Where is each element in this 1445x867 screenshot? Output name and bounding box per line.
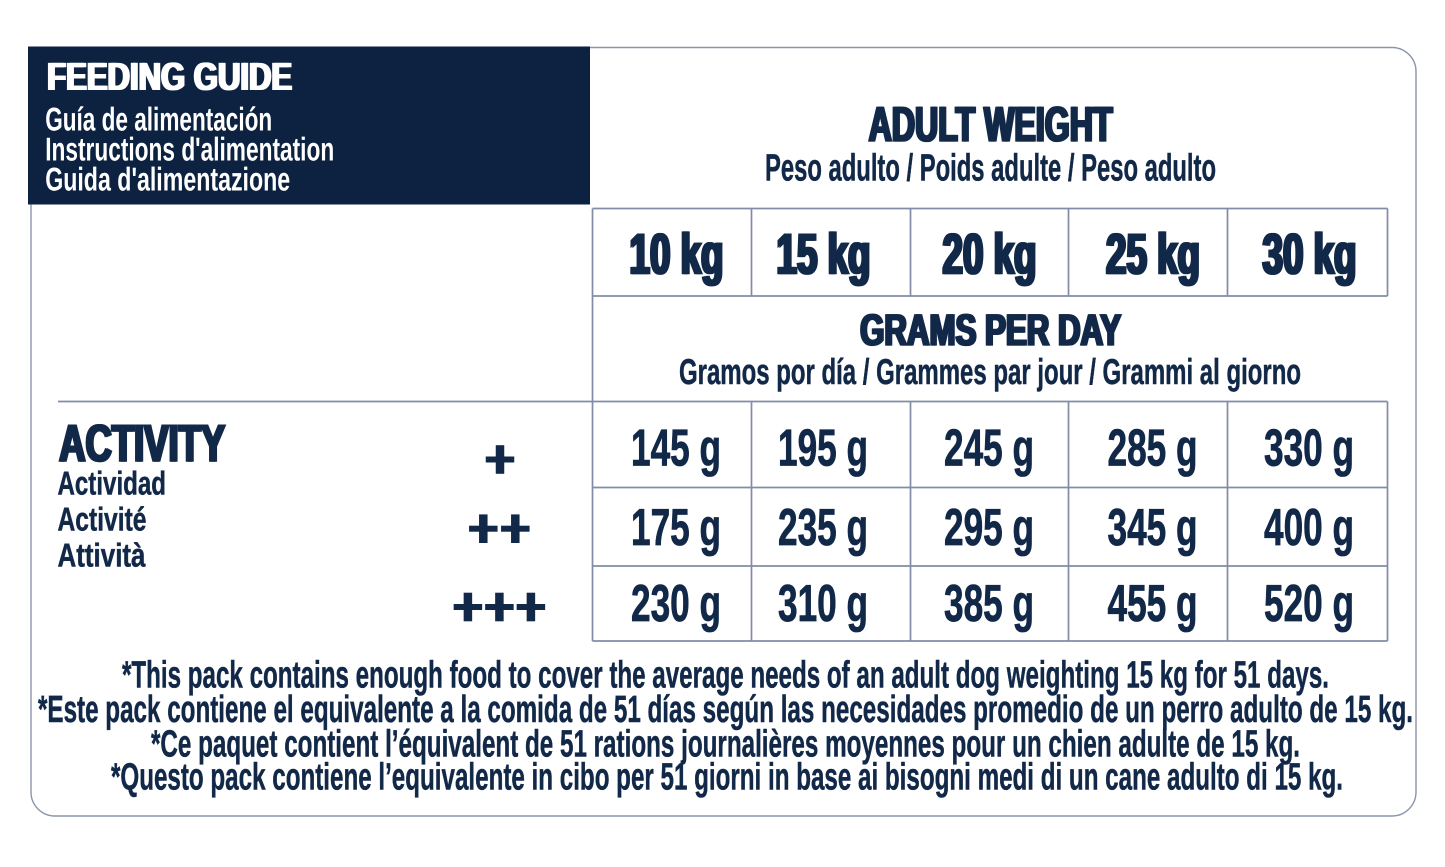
svg-text:230 g: 230 g bbox=[631, 575, 721, 633]
svg-text:285 g: 285 g bbox=[1108, 420, 1198, 478]
svg-text:195 g: 195 g bbox=[778, 420, 868, 478]
svg-text:Guía de alimentación: Guía de alimentación bbox=[45, 101, 272, 138]
svg-text:10 kg: 10 kg bbox=[629, 223, 723, 287]
svg-text:ADULT WEIGHT: ADULT WEIGHT bbox=[868, 98, 1112, 152]
svg-text:*Ce paquet contient l’équivale: *Ce paquet contient l’équivalent de 51 r… bbox=[151, 724, 1300, 766]
svg-text:30 kg: 30 kg bbox=[1262, 223, 1356, 287]
svg-text:20 kg: 20 kg bbox=[944, 223, 1038, 287]
svg-text:295 g: 295 g bbox=[944, 499, 1034, 557]
svg-text:385 g: 385 g bbox=[944, 575, 1034, 633]
svg-text:145 g: 145 g bbox=[631, 420, 721, 478]
svg-text:*Questo pack contiene l’equiva: *Questo pack contiene l’equivalente in c… bbox=[111, 757, 1343, 799]
svg-text:FEEDING GUIDE: FEEDING GUIDE bbox=[48, 55, 293, 99]
svg-text:Activité: Activité bbox=[58, 501, 147, 538]
svg-text:15 kg: 15 kg bbox=[778, 223, 872, 287]
svg-text:30 kg: 30 kg bbox=[1264, 223, 1358, 287]
svg-text:10 kg: 10 kg bbox=[631, 223, 725, 287]
svg-text:345 g: 345 g bbox=[1108, 499, 1198, 557]
svg-text:ACTIVITY: ACTIVITY bbox=[58, 415, 224, 473]
svg-text:25 kg: 25 kg bbox=[1105, 223, 1199, 287]
svg-text:25 kg: 25 kg bbox=[1107, 223, 1201, 287]
svg-text:455 g: 455 g bbox=[1108, 575, 1198, 633]
svg-text:400 g: 400 g bbox=[1264, 499, 1354, 557]
svg-text:ACTIVITY: ACTIVITY bbox=[60, 415, 226, 473]
svg-text:GRAMS PER DAY: GRAMS PER DAY bbox=[859, 306, 1120, 355]
svg-text:*This pack contains enough foo: *This pack contains enough food to cover… bbox=[122, 655, 1329, 697]
svg-text:ADULT WEIGHT: ADULT WEIGHT bbox=[870, 98, 1114, 152]
svg-text:20 kg: 20 kg bbox=[942, 223, 1036, 287]
svg-text:235 g: 235 g bbox=[778, 499, 868, 557]
svg-text:330 g: 330 g bbox=[1264, 420, 1354, 478]
svg-text:FEEDING GUIDE: FEEDING GUIDE bbox=[46, 55, 291, 99]
svg-text:Peso adulto / Poids adulte / P: Peso adulto / Poids adulte / Peso adulto bbox=[765, 148, 1216, 190]
svg-text:175 g: 175 g bbox=[631, 499, 721, 557]
svg-text:15 kg: 15 kg bbox=[776, 223, 870, 287]
svg-text:Gramos por día / Grammes par j: Gramos por día / Grammes par jour / Gram… bbox=[679, 351, 1301, 392]
svg-text:Guida d'alimentazione: Guida d'alimentazione bbox=[45, 160, 290, 197]
svg-text:Attività: Attività bbox=[58, 537, 147, 574]
svg-text:Actividad: Actividad bbox=[58, 465, 167, 502]
svg-text:*Este pack contiene el equival: *Este pack contiene el equivalente a la … bbox=[38, 689, 1413, 731]
svg-text:520 g: 520 g bbox=[1264, 575, 1354, 633]
svg-text:245 g: 245 g bbox=[944, 420, 1034, 478]
svg-text:310 g: 310 g bbox=[778, 575, 868, 633]
svg-text:Instructions d'alimentation: Instructions d'alimentation bbox=[45, 130, 334, 167]
svg-text:GRAMS PER DAY: GRAMS PER DAY bbox=[861, 306, 1122, 355]
